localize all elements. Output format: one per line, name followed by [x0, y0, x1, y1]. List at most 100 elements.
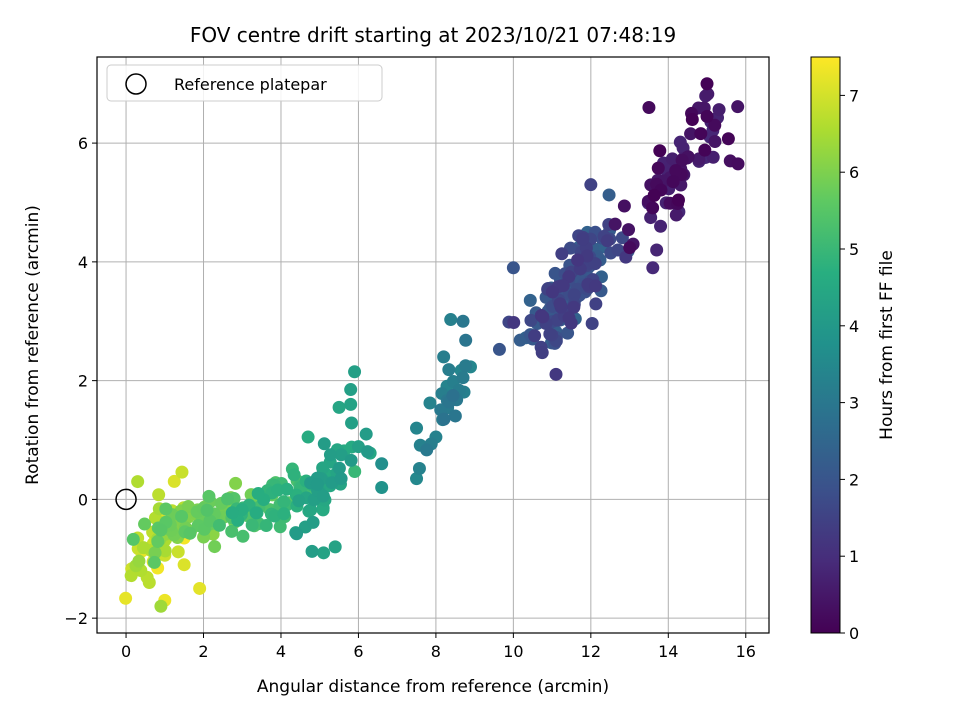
data-point: [175, 509, 189, 523]
data-point: [202, 489, 216, 503]
data-point: [410, 421, 424, 435]
reference-platepar-marker: [115, 488, 137, 511]
x-axis-ticks: 0 2 4 6 8 10 12 14 16: [121, 633, 756, 661]
data-point: [344, 397, 358, 411]
data-point: [437, 412, 451, 426]
data-point: [375, 457, 389, 471]
data-point: [317, 546, 331, 560]
data-point: [642, 100, 656, 114]
data-point: [528, 329, 542, 343]
data-point: [136, 541, 150, 555]
data-point: [345, 416, 359, 430]
y-tick-label: 6: [78, 134, 88, 153]
data-point: [277, 495, 291, 509]
data-point: [175, 465, 189, 479]
data-point: [492, 342, 506, 356]
data-point: [221, 492, 235, 506]
data-point: [138, 517, 152, 531]
x-tick-label: 8: [431, 642, 441, 661]
data-point: [459, 359, 473, 373]
data-point: [675, 153, 689, 167]
data-point: [671, 193, 685, 207]
data-point: [617, 199, 631, 213]
data-point: [622, 223, 636, 237]
data-point: [412, 461, 426, 475]
data-point: [567, 288, 581, 302]
data-point: [177, 558, 191, 572]
data-point: [576, 232, 590, 246]
data-point: [444, 313, 458, 327]
data-point: [731, 157, 745, 171]
data-point: [316, 503, 330, 517]
data-point: [154, 599, 168, 613]
data-point: [152, 488, 166, 502]
data-point: [236, 529, 250, 543]
data-point: [701, 87, 715, 101]
data-point: [685, 113, 699, 127]
x-tick-label: 0: [121, 642, 131, 661]
data-point: [410, 472, 424, 486]
x-tick-label: 2: [198, 642, 208, 661]
y-tick-label: 4: [78, 253, 88, 272]
data-point: [423, 396, 437, 410]
y-tick-label: 2: [78, 372, 88, 391]
data-point: [646, 201, 660, 215]
data-point: [344, 383, 358, 397]
data-point: [245, 518, 259, 532]
data-point: [290, 527, 304, 541]
data-point: [549, 367, 563, 381]
data-point: [523, 293, 537, 307]
data-point: [553, 297, 567, 311]
data-point: [292, 494, 306, 508]
data-point: [200, 503, 214, 517]
colorbar-tick-label: 1: [849, 547, 859, 566]
y-axis-ticks: −2 0 2 4 6: [64, 134, 97, 628]
data-point: [562, 311, 576, 325]
data-point: [651, 161, 665, 175]
data-point: [536, 310, 550, 324]
data-point: [183, 526, 197, 540]
data-point: [548, 266, 562, 280]
y-axis-label: Rotation from reference (arcmin): [23, 205, 43, 485]
data-point: [669, 164, 683, 178]
grid-lines: [97, 57, 769, 633]
data-point: [571, 253, 585, 267]
data-point: [535, 346, 549, 360]
data-point: [287, 468, 301, 482]
data-point: [259, 519, 273, 533]
data-point: [524, 313, 538, 327]
data-point: [459, 333, 473, 347]
data-point: [225, 524, 239, 538]
legend: Reference platepar: [106, 64, 383, 102]
data-point: [589, 297, 603, 311]
data-point: [567, 300, 581, 314]
data-point: [332, 400, 346, 414]
colorbar-ticks: 0 1 2 3 4 5 6 7: [840, 86, 859, 643]
data-point: [644, 211, 658, 225]
data-point: [193, 581, 207, 595]
reference-marker-layer: [115, 488, 137, 511]
data-point: [650, 243, 664, 257]
data-point: [543, 327, 557, 341]
data-point: [600, 234, 614, 248]
data-point: [273, 520, 287, 534]
data-point: [154, 523, 168, 537]
data-point: [323, 448, 337, 462]
data-point: [142, 576, 156, 590]
data-point: [653, 144, 667, 158]
data-point: [304, 503, 318, 517]
x-tick-label: 16: [736, 642, 756, 661]
data-point: [442, 363, 456, 377]
data-point: [148, 546, 162, 560]
legend-box: [106, 64, 383, 102]
data-point: [334, 448, 348, 462]
colorbar-tick-label: 0: [849, 624, 859, 643]
data-point: [361, 445, 375, 459]
data-point: [249, 506, 263, 520]
data-point: [334, 472, 348, 486]
legend-marker-icon: [125, 73, 147, 95]
data-point: [602, 188, 616, 202]
data-point: [654, 219, 668, 233]
data-point: [420, 443, 434, 457]
